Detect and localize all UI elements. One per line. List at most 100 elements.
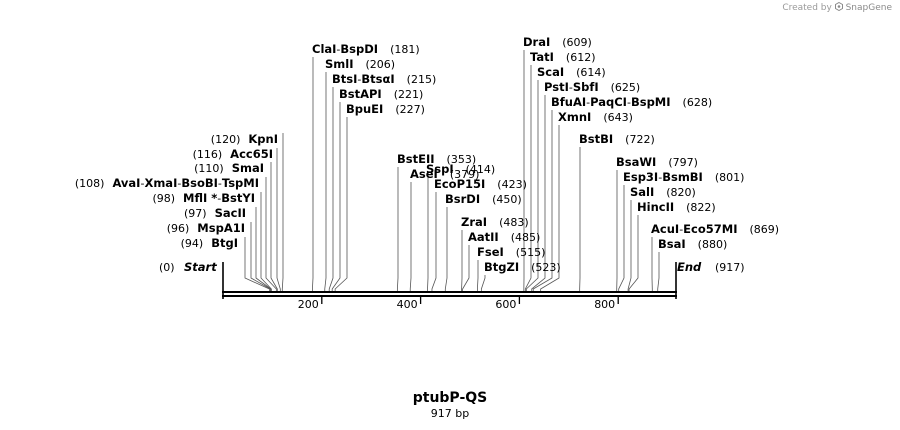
site-separator: - [679, 223, 683, 236]
site-label-bpuei[interactable]: BpuEI (227) [346, 102, 425, 116]
site-label-xmni[interactable]: XmnI (643) [558, 110, 633, 124]
site-position: (108) [75, 177, 105, 190]
tick-label-400: 400 [397, 298, 418, 311]
site-position: (822) [686, 201, 716, 214]
connector-mspa1i [250, 222, 271, 292]
enzyme-name-asei: AseI [410, 167, 438, 181]
snapgene-logo-icon [834, 1, 843, 12]
site-separator: - [357, 73, 361, 86]
enzyme-name-btgi: BtgI [211, 236, 238, 250]
start-position: (0) [159, 261, 175, 274]
site-position: (797) [668, 156, 698, 169]
enzyme-name-mfli: MflI * [183, 191, 217, 205]
enzyme-name-tspmi: TspMI [222, 176, 259, 190]
connector-bstapi [331, 102, 341, 292]
connector-ecop15i [431, 192, 437, 292]
site-position: (379) [450, 168, 480, 181]
site-label-bstapi[interactable]: BstAPI (221) [339, 87, 423, 101]
site-label-btgi[interactable]: (94) BtgI [181, 236, 238, 250]
map-title: ptubP-QS [412, 390, 488, 406]
site-label-drai[interactable]: DraI (609) [523, 35, 592, 49]
site-label-bstbi[interactable]: BstBI (722) [579, 132, 655, 146]
connector-smai [270, 162, 278, 292]
connector-asei [409, 182, 412, 292]
site-label-sspi[interactable]: SspI (414) [426, 162, 495, 176]
site-label-sali[interactable]: SalI (820) [630, 185, 696, 199]
enzyme-name-acc65i: Acc65I [230, 147, 273, 161]
site-label-avai[interactable]: (108) AvaI - XmaI - BsoBI - TspMI [75, 176, 259, 190]
site-label-kpni[interactable]: (120) KpnI [211, 132, 278, 146]
site-label-tati[interactable]: TatI (612) [530, 50, 596, 64]
connector-aatii [462, 245, 470, 292]
site-label-esp3i[interactable]: Esp3I - BsmBI (801) [623, 170, 744, 184]
site-label-hincii[interactable]: HincII (822) [637, 200, 716, 214]
site-label-bsrdi[interactable]: BsrDI (450) [445, 192, 522, 206]
site-label-acc65i[interactable]: (116) Acc65I [193, 147, 273, 161]
connector-bpuei [334, 117, 348, 292]
site-position: (722) [625, 133, 655, 146]
enzyme-name-sacii: SacII [215, 206, 246, 220]
site-separator: - [336, 43, 340, 56]
site-label-asei[interactable]: AseI (379) [410, 167, 479, 181]
enzyme-name-hincii: HincII [637, 200, 674, 214]
enzyme-name-psti: PstI [544, 80, 569, 94]
enzyme-name-bsobi: BsoBI [181, 176, 218, 190]
site-label-fsei[interactable]: FseI (515) [477, 245, 545, 259]
site-label-scai[interactable]: ScaI (614) [537, 65, 606, 79]
site-label-btsi[interactable]: BtsI - BtsαI (215) [332, 72, 436, 86]
enzyme-name-drai: DraI [523, 35, 550, 49]
connector-bsai [657, 252, 660, 292]
site-label-sacii[interactable]: (97) SacII [184, 206, 246, 220]
site-label-clai[interactable]: ClaI - BspDI (181) [312, 42, 420, 56]
site-separator: - [217, 192, 221, 205]
site-label-psti[interactable]: PstI - SbfI (625) [544, 80, 640, 94]
connector-bfuai [532, 110, 553, 292]
site-label-ecop15i[interactable]: EcoP15I (423) [434, 177, 527, 191]
site-label-mfli[interactable]: (98) MflI * - BstYI [152, 191, 255, 205]
site-position: (625) [611, 81, 641, 94]
connector-scai [525, 80, 539, 292]
site-label-btgzi[interactable]: BtgZI (523) [484, 260, 561, 274]
site-position: (221) [394, 88, 424, 101]
site-label-bfuai[interactable]: BfuAI - PaqCI - BspMI (628) [551, 95, 712, 109]
credit-brand: SnapGene [845, 3, 892, 13]
site-label-bsteii[interactable]: BstEII (353) [397, 152, 476, 166]
site-label-acui[interactable]: AcuI - Eco57MI (869) [651, 222, 779, 236]
site-label-bsawi[interactable]: BsaWI (797) [616, 155, 698, 169]
connector-xmni [540, 125, 560, 292]
site-position: (450) [492, 193, 522, 206]
site-label-aatii[interactable]: AatII (485) [468, 230, 540, 244]
site-position: (483) [499, 216, 529, 229]
site-position: (523) [531, 261, 561, 274]
connector-psti [531, 95, 546, 292]
site-separator: - [177, 177, 181, 190]
site-position: (227) [395, 103, 425, 116]
map-length: 917 bp [430, 407, 470, 420]
site-position: (94) [181, 237, 204, 250]
connector-fsei [477, 260, 479, 292]
site-position: (612) [566, 51, 596, 64]
site-label-zrai[interactable]: ZraI (483) [461, 215, 529, 229]
enzyme-name-bstbi: BstBI [579, 132, 613, 146]
site-position: (515) [516, 246, 546, 259]
site-label-bsai[interactable]: BsaI (880) [658, 237, 727, 251]
enzyme-name-acui: AcuI [651, 222, 679, 236]
site-label-smli[interactable]: SmlI (206) [325, 57, 395, 71]
connector-tati [524, 65, 532, 292]
start-label: Start [184, 260, 217, 274]
site-label-smai[interactable]: (110) SmaI [194, 161, 264, 175]
connector-kpni [281, 133, 284, 292]
site-position: (820) [666, 186, 696, 199]
site-label-mspa1i[interactable]: (96) MspA1I [167, 221, 245, 235]
site-separator: - [218, 177, 222, 190]
enzyme-name-sali: SalI [630, 185, 654, 199]
enzyme-name-bsmbi: BsmBI [662, 170, 703, 184]
connector-clai [312, 57, 314, 292]
site-position: (110) [194, 162, 224, 175]
site-position: (120) [211, 133, 241, 146]
site-position: (869) [749, 223, 779, 236]
enzyme-name-kpni: KpnI [248, 132, 278, 146]
connector-avai [265, 177, 277, 292]
connector-btgi [244, 237, 270, 292]
